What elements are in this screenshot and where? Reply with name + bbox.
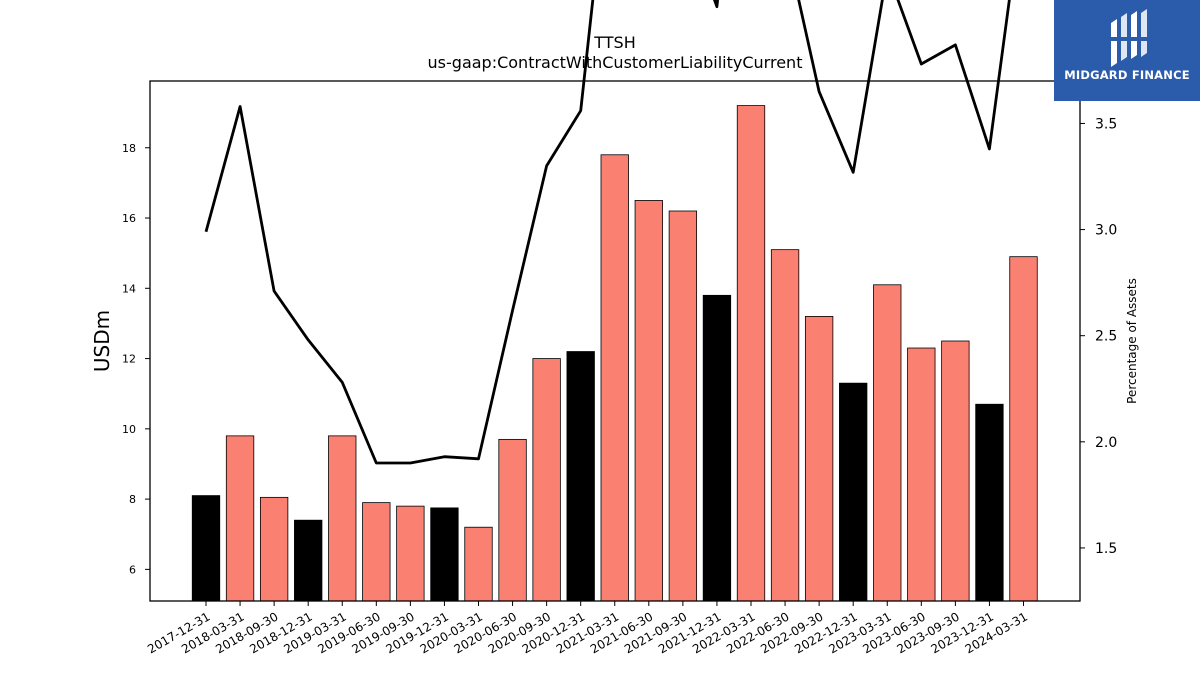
bar [804,316,834,602]
y-tick-label: 10 [122,423,136,436]
bar [430,507,459,602]
line-group [204,0,1011,465]
bar [975,403,1004,602]
bar [600,154,629,602]
bar [668,210,698,602]
brand-name: MIDGARD FINANCE [1064,68,1190,82]
bar [498,438,527,602]
right-axis: 1.5 2.0 2.5 3.0 3.5 [1080,116,1117,557]
series-line [204,0,1011,465]
y-axis-label: USDm [90,310,114,372]
bar [941,340,970,602]
y2-axis-label: Percentage of Assets [1125,278,1139,404]
bar [634,200,663,602]
bar [191,495,221,602]
y2-tick-label: 3.0 [1095,223,1117,239]
bar [839,382,868,602]
left-axis: 6 8 10 12 14 16 18 [122,142,150,576]
bar [225,435,255,602]
bar [294,519,323,602]
bar-group [191,105,1038,602]
y-tick-label: 16 [122,212,136,225]
y2-tick-label: 1.5 [1095,541,1117,557]
bar [362,502,391,602]
y2-tick-label: 2.0 [1095,435,1117,451]
y-tick-label: 6 [129,563,136,576]
bar [396,505,425,602]
bar [736,105,766,602]
y2-tick-label: 3.5 [1095,116,1117,132]
y-tick-label: 12 [122,353,136,366]
bar [259,496,289,602]
x-axis: 2017-12-312018-03-312018-09-302018-12-31… [145,601,1030,656]
bar [702,294,732,602]
y-tick-label: 18 [122,142,136,155]
bar [566,351,595,602]
y2-tick-label: 2.5 [1095,329,1117,345]
bar [907,347,936,602]
bar [770,249,800,602]
bar [532,358,561,602]
bar [1009,256,1038,602]
y-tick-label: 14 [122,282,136,295]
brand-logo: MIDGARD FINANCE [1054,0,1200,101]
bar [873,284,902,602]
bar [328,435,357,602]
midgard-logo-icon [1109,9,1149,67]
chart-subtitle: us-gaap:ContractWithCustomerLiabilityCur… [428,53,803,72]
chart-title: TTSH [593,33,635,52]
bar [464,526,493,602]
y-tick-label: 8 [129,493,136,506]
